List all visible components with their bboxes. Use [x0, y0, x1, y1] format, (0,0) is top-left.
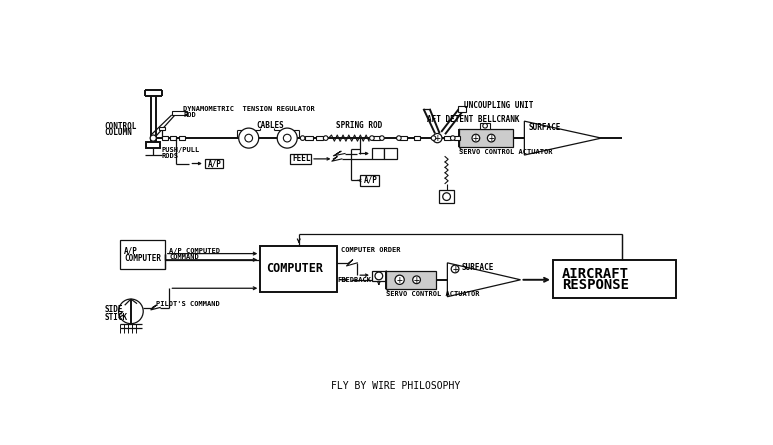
Text: FLY BY WIRE PHILOSOPHY: FLY BY WIRE PHILOSOPHY	[331, 381, 461, 391]
Text: PUSH/PULL: PUSH/PULL	[162, 147, 200, 153]
Bar	[360, 175, 379, 186]
Circle shape	[323, 136, 328, 141]
Text: RESPONSE: RESPONSE	[562, 278, 629, 292]
Bar	[459, 129, 512, 147]
Bar	[305, 136, 312, 141]
Text: COMPUTER ORDER: COMPUTER ORDER	[341, 247, 400, 253]
Bar	[384, 148, 397, 159]
Bar	[120, 240, 165, 269]
Bar	[481, 123, 490, 129]
Text: +: +	[452, 264, 458, 274]
Circle shape	[413, 276, 421, 283]
Text: FEEDBACK: FEEDBACK	[337, 277, 371, 283]
Text: A/P COMPUTED: A/P COMPUTED	[169, 247, 220, 254]
Circle shape	[431, 136, 436, 141]
Text: DYNAMOMETRIC  TENSION REGULATOR: DYNAMOMETRIC TENSION REGULATOR	[183, 106, 315, 112]
Text: SPRING ROD: SPRING ROD	[335, 121, 382, 129]
Text: SERVO CONTROL ACTUATOR: SERVO CONTROL ACTUATOR	[459, 149, 553, 155]
Bar	[159, 126, 165, 130]
Bar	[372, 136, 380, 141]
Circle shape	[245, 134, 253, 142]
Circle shape	[369, 136, 374, 141]
Text: COMMAND: COMMAND	[169, 254, 199, 260]
Polygon shape	[448, 263, 520, 297]
Text: +: +	[489, 133, 494, 143]
Text: COMPUTER: COMPUTER	[124, 254, 161, 263]
Circle shape	[239, 128, 259, 148]
Text: COLUMN: COLUMN	[104, 128, 132, 137]
Bar	[172, 111, 187, 115]
Bar	[290, 154, 311, 164]
Bar	[146, 142, 160, 148]
Text: A/P: A/P	[124, 246, 138, 255]
Circle shape	[375, 272, 383, 280]
Text: A/P: A/P	[208, 159, 222, 168]
Bar	[414, 136, 421, 141]
Polygon shape	[524, 121, 601, 155]
Circle shape	[397, 136, 401, 141]
Circle shape	[150, 135, 156, 141]
Text: COMPUTER: COMPUTER	[267, 263, 323, 275]
Text: SURFACE: SURFACE	[528, 123, 560, 132]
Text: CABLES: CABLES	[257, 121, 284, 129]
Bar	[444, 136, 451, 141]
Text: CONTROL: CONTROL	[104, 122, 137, 131]
Bar	[372, 271, 386, 281]
Bar	[372, 148, 384, 159]
Circle shape	[488, 134, 495, 142]
Circle shape	[380, 136, 384, 141]
Text: RODS: RODS	[162, 153, 179, 159]
Text: STICK: STICK	[104, 313, 128, 322]
Circle shape	[443, 193, 451, 200]
Text: A/P: A/P	[364, 176, 378, 185]
Circle shape	[300, 136, 305, 141]
Text: AIRCRAFT: AIRCRAFT	[562, 267, 629, 281]
Circle shape	[284, 134, 291, 142]
Bar	[458, 106, 466, 112]
Text: +: +	[434, 133, 441, 143]
Circle shape	[472, 134, 480, 142]
Circle shape	[118, 299, 143, 324]
Text: PILOT'S COMMAND: PILOT'S COMMAND	[156, 301, 220, 307]
Text: +: +	[473, 133, 478, 143]
Circle shape	[483, 123, 488, 128]
Text: SURFACE: SURFACE	[461, 263, 494, 272]
Text: AFT DETENT BELLCRANK: AFT DETENT BELLCRANK	[427, 115, 519, 124]
Bar	[386, 271, 436, 289]
Bar	[553, 260, 676, 298]
Bar	[439, 190, 455, 203]
Text: +: +	[397, 275, 403, 285]
Bar	[261, 246, 337, 292]
Bar	[162, 136, 168, 141]
Bar	[455, 136, 461, 141]
Circle shape	[451, 265, 459, 273]
Circle shape	[451, 136, 455, 141]
Text: UNCOUPLING UNIT: UNCOUPLING UNIT	[465, 101, 533, 110]
Bar	[179, 136, 185, 141]
Text: FEEL: FEEL	[293, 154, 311, 163]
Bar	[205, 159, 223, 168]
Bar	[399, 136, 407, 141]
Bar	[315, 136, 323, 141]
Text: ROD: ROD	[183, 112, 196, 118]
Circle shape	[433, 134, 442, 143]
Bar	[170, 136, 176, 141]
Circle shape	[395, 275, 404, 284]
Text: SERVO CONTROL ACTUATOR: SERVO CONTROL ACTUATOR	[386, 291, 479, 297]
Text: +: +	[414, 275, 420, 285]
Circle shape	[278, 128, 297, 148]
Text: SIDE: SIDE	[104, 305, 123, 314]
